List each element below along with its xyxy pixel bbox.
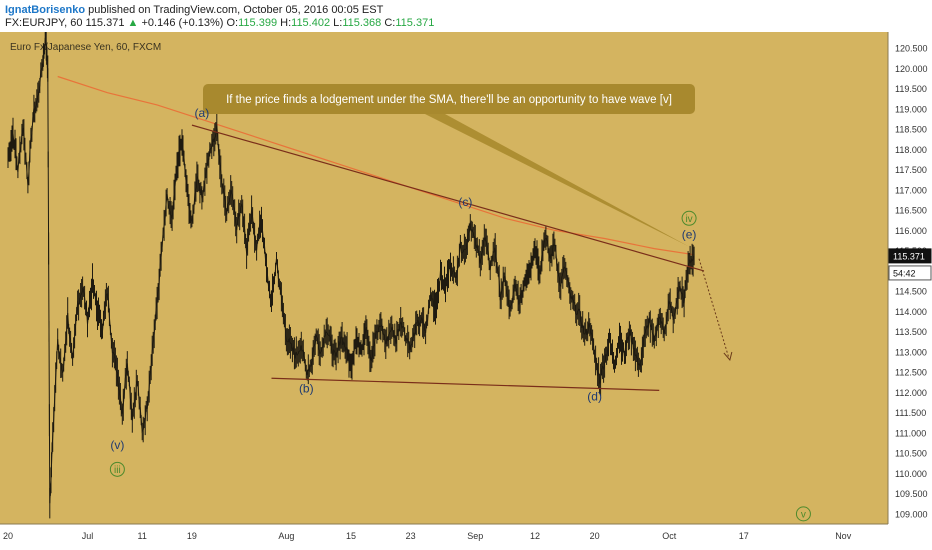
symbol-name: FX:EURJPY, 60: [5, 17, 83, 29]
last-price-tag-label: 115.371: [893, 251, 925, 261]
y-tick-label: 119.500: [895, 84, 927, 94]
last-price-tag: [888, 248, 932, 264]
wave-label: (c): [458, 195, 472, 209]
circle-label: iv: [685, 214, 692, 225]
projection-arrow-icon: [723, 351, 733, 362]
countdown-tag-label: 54:42: [893, 268, 916, 278]
y-tick-label: 114.500: [895, 287, 927, 297]
symbol-info: FX:EURJPY, 60 115.371 ▲ +0.146 (+0.13%) …: [5, 17, 434, 29]
y-tick-label: 114.000: [895, 307, 927, 317]
y-tick-label: 120.000: [895, 64, 928, 74]
y-tick-label: 117.000: [895, 185, 927, 195]
y-tick-label: 116.500: [895, 206, 927, 216]
low-value: 115.368: [342, 17, 382, 29]
last-price: 115.371: [85, 17, 125, 29]
callout-box: [203, 84, 695, 114]
y-tick-label: 118.000: [895, 145, 927, 155]
x-tick-label: Sep: [467, 531, 483, 541]
circle-label: v: [801, 509, 806, 520]
x-tick-label: 23: [406, 531, 416, 541]
x-tick-label: 17: [739, 531, 749, 541]
upper-trendline: [191, 124, 705, 272]
y-tick-label: 113.500: [895, 327, 927, 337]
y-tick-label: 120.500: [895, 44, 928, 54]
wave-label: (b): [299, 381, 314, 395]
close-value: 115.371: [395, 17, 435, 29]
x-tick-label: 11: [138, 531, 147, 541]
x-tick-label: Aug: [278, 531, 294, 541]
change-up-icon: ▲: [127, 17, 139, 29]
wave-circle: [109, 461, 125, 477]
x-tick-label: 20: [3, 531, 13, 541]
projection-line: [698, 258, 730, 359]
lower-trendline: [271, 377, 660, 391]
wave-label: (e): [682, 228, 697, 242]
wave-label: (a): [195, 106, 210, 120]
chart-header: IgnatBorisenko published on TradingView.…: [0, 0, 932, 32]
wave-label: (v): [110, 438, 124, 452]
x-tick-label: Nov: [835, 531, 852, 541]
x-tick-label: Jul: [82, 531, 94, 541]
open-label: O:: [226, 17, 239, 29]
open-value: 115.399: [238, 17, 278, 29]
x-tick-label: 19: [187, 531, 197, 541]
x-tick-label: 12: [530, 531, 540, 541]
callout-text: If the price finds a lodgement under the…: [226, 94, 672, 106]
author-link[interactable]: IgnatBorisenko: [5, 4, 86, 16]
price-chart[interactable]: 120.500 120.000 119.500 119.000 118.500 118.0…: [0, 32, 932, 550]
y-tick-label: 116.000: [895, 226, 927, 236]
wave-label: (d): [587, 389, 602, 403]
sma-line: [57, 75, 695, 256]
countdown-tag: [888, 265, 932, 281]
y-tick-label: 111.000: [895, 428, 926, 438]
high-value: 115.402: [291, 17, 331, 29]
chart-title: Euro Fx/Japanese Yen, 60, FXCM: [10, 42, 161, 53]
y-tick-label: 112.500: [895, 368, 927, 378]
y-tick-label: 109.000: [895, 509, 928, 519]
x-tick-label: Oct: [662, 531, 677, 541]
y-tick-label: 117.500: [895, 165, 927, 175]
y-tick-label: 109.500: [895, 489, 928, 499]
circle-label: iii: [114, 465, 121, 476]
close-label: C:: [384, 17, 396, 29]
y-tick-label: 111.500: [895, 408, 926, 418]
wave-circle: [681, 210, 697, 226]
x-tick-label: 15: [346, 531, 356, 541]
publish-info: IgnatBorisenko published on TradingView.…: [5, 4, 383, 16]
low-label: L:: [333, 17, 343, 29]
y-tick-label: 113.000: [895, 347, 927, 357]
y-tick-label: 110.000: [895, 469, 927, 479]
high-label: H:: [280, 17, 292, 29]
y-tick-label: 119.000: [895, 104, 927, 114]
price-change: +0.146 (+0.13%): [141, 17, 224, 29]
published-text: published on TradingView.com, October 05…: [88, 4, 384, 16]
y-tick-label: 112.000: [895, 388, 927, 398]
y-tick-label: 110.500: [895, 449, 927, 459]
wave-circle: [795, 506, 811, 522]
y-tick-label: 118.500: [895, 125, 927, 135]
x-tick-label: 20: [590, 531, 600, 541]
